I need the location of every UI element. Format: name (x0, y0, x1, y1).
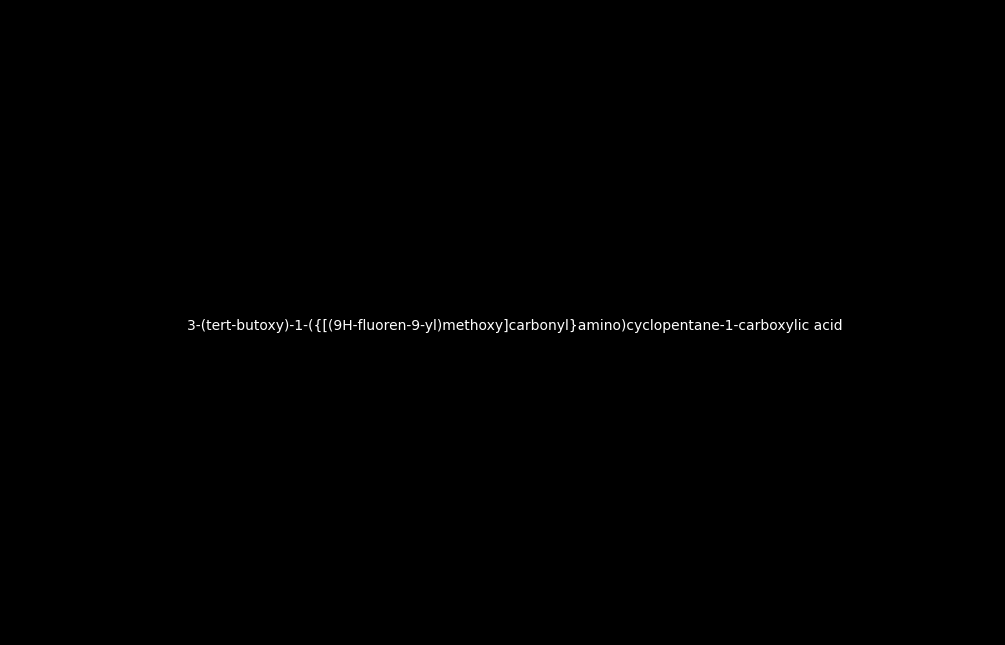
Text: 3-(tert-butoxy)-1-({[(9H-fluoren-9-yl)methoxy]carbonyl}amino)cyclopentane-1-carb: 3-(tert-butoxy)-1-({[(9H-fluoren-9-yl)me… (187, 319, 843, 333)
